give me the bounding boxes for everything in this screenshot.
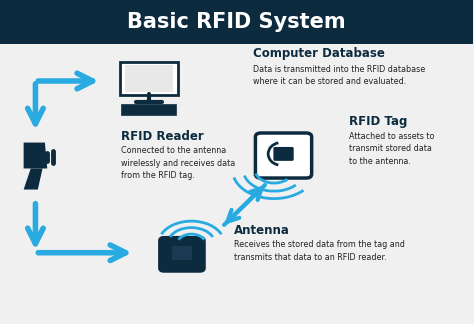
FancyBboxPatch shape bbox=[0, 0, 473, 44]
FancyBboxPatch shape bbox=[122, 105, 176, 115]
FancyBboxPatch shape bbox=[120, 62, 178, 95]
Text: Antenna: Antenna bbox=[234, 224, 290, 237]
FancyBboxPatch shape bbox=[172, 246, 192, 260]
FancyBboxPatch shape bbox=[159, 237, 204, 272]
Text: RFID Reader: RFID Reader bbox=[120, 130, 203, 143]
Text: Data is transmitted into the RFID database
where it can be stored and evaluated.: Data is transmitted into the RFID databa… bbox=[253, 65, 425, 86]
Polygon shape bbox=[24, 168, 43, 190]
Polygon shape bbox=[24, 143, 47, 168]
Text: Connected to the antenna
wirelessly and receives data
from the RFID tag.: Connected to the antenna wirelessly and … bbox=[120, 146, 235, 180]
FancyBboxPatch shape bbox=[255, 133, 312, 178]
Text: RFID Tag: RFID Tag bbox=[349, 115, 407, 128]
Text: Basic RFID System: Basic RFID System bbox=[127, 12, 346, 32]
Text: Receives the stored data from the tag and
transmits that data to an RFID reader.: Receives the stored data from the tag an… bbox=[234, 240, 405, 262]
FancyBboxPatch shape bbox=[125, 65, 173, 92]
FancyBboxPatch shape bbox=[273, 147, 294, 161]
Text: Computer Database: Computer Database bbox=[253, 47, 385, 60]
Text: Attached to assets to
transmit stored data
to the antenna.: Attached to assets to transmit stored da… bbox=[349, 132, 434, 166]
